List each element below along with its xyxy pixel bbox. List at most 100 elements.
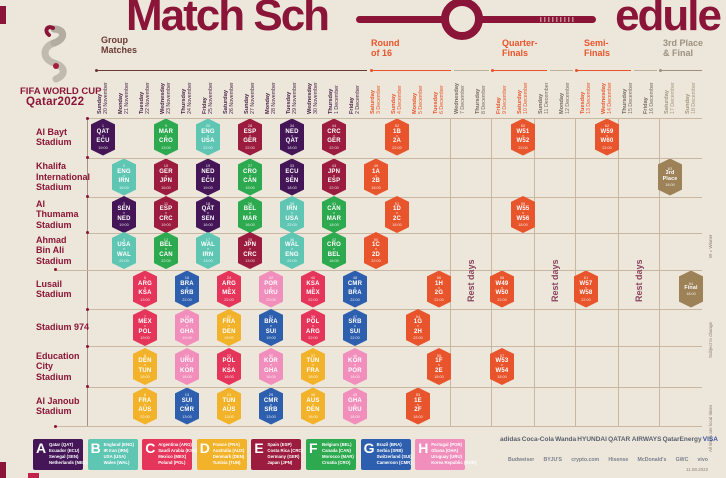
match-badge-45: 45 GHA v URU 18:00: [343, 387, 367, 425]
team-a: URU: [180, 358, 194, 365]
kickoff-time: 18:00: [518, 223, 528, 228]
versus-label: v: [354, 402, 356, 407]
kickoff-time: 18:00: [308, 414, 318, 419]
match-number: 17: [205, 236, 211, 242]
team-a: 1D: [392, 206, 402, 213]
row-separator-1: [87, 157, 702, 159]
versus-label: v: [396, 211, 398, 216]
kickoff-time: 18:00: [329, 223, 339, 228]
match-badge-13: 13 SUI v CMR 13:00: [175, 387, 199, 425]
team-a: BEL: [159, 242, 173, 249]
team-a: W49: [495, 280, 509, 287]
team-a: ECU: [285, 168, 299, 175]
match-number: 8: [143, 392, 147, 398]
team-b: BRA: [348, 290, 362, 297]
match-badge-59: 59 W55 v W56 18:00: [511, 196, 535, 233]
group-teams: England (ENG) IR Iran (IRN) USA (USA) Wa…: [103, 442, 134, 465]
team-a: ESP: [243, 128, 257, 135]
kickoff-time: 22:00: [392, 145, 402, 150]
row-separator-dot-4: [54, 268, 57, 271]
kickoff-time: 19:00: [140, 336, 150, 341]
date-label-4: Thursday 24 November: [181, 82, 193, 114]
match-badge-20: 20 ENG v USA 22:00: [196, 118, 220, 156]
edge-square-bottom-small: [28, 473, 39, 478]
match-label: Place: [662, 175, 678, 182]
match-badge-24: 24 ARG v MEX 22:00: [217, 270, 241, 308]
team-b: KOR: [180, 367, 194, 374]
versus-label: v: [270, 285, 272, 290]
rest-days-label-1: Rest days: [549, 259, 560, 302]
team-b: CRO: [159, 138, 173, 145]
date-label-13: Saturday 3 December: [370, 85, 382, 114]
match-badge-38: 38 AUS v DEN 18:00: [301, 387, 325, 425]
team-a: ENG: [201, 128, 215, 135]
team-b: 2H: [413, 328, 423, 335]
group-teams: Portugal (POR) Ghana (GHA) Uruguay (URU)…: [431, 442, 477, 465]
versus-label: v: [606, 133, 608, 138]
match-badge-12: 12 BEL v CAN 22:00: [154, 232, 178, 269]
team-b: CRC: [159, 215, 173, 222]
team-b: USA: [201, 138, 215, 145]
kickoff-time: 16:00: [161, 185, 171, 190]
phase-header-group: Group Matches: [101, 35, 138, 55]
versus-label: v: [207, 133, 209, 138]
match-badge-52: 52 1B v 2A 22:00: [385, 118, 409, 156]
kickoff-time: 22:00: [434, 297, 444, 302]
team-a: POL: [222, 358, 236, 365]
team-b: 2E: [435, 367, 443, 374]
match-number: 41: [331, 200, 337, 206]
team-a: W57: [579, 280, 593, 287]
page-title-right: edule: [615, 0, 722, 40]
rest-band-1-divider-0: [534, 118, 535, 426]
date-label-3: Wednesday 23 November: [160, 82, 172, 114]
match-number: 13: [184, 392, 190, 398]
match-badge-26: 26 BEL v MAR 16:00: [238, 196, 262, 233]
rest-band-2-divider-0: [618, 118, 619, 426]
match-badge-15: 15 POR v GHA 19:00: [175, 309, 199, 346]
date-label-1: Monday 21 November: [118, 82, 130, 114]
match-badge-10: 10 GER v JPN 16:00: [154, 158, 178, 196]
date-label-21: Sunday 11 December: [538, 82, 550, 114]
kickoff-time: 22:00: [350, 297, 360, 302]
sponsor-logo-coca-cola: Coca-Cola: [521, 436, 554, 443]
team-b: W60: [600, 138, 614, 145]
phase-line-sf: [576, 70, 631, 71]
kickoff-time: 22:00: [140, 414, 150, 419]
match-badge-41: 41 CAN v MAR 18:00: [322, 196, 346, 233]
date-label-0: Sunday 20 November: [97, 82, 109, 114]
kickoff-time: 22:00: [161, 259, 171, 264]
team-b: CAN: [243, 178, 257, 185]
versus-label: v: [249, 247, 251, 252]
team-a: KSA: [306, 280, 320, 287]
title-metro-roundel-icon: [441, 0, 483, 40]
match-number: 19: [205, 163, 211, 169]
match-number: 43: [331, 163, 337, 169]
row-separator-dot-0: [85, 116, 89, 120]
team-a: TUN: [306, 358, 320, 365]
match-number: 35: [289, 200, 295, 206]
team-a: 1A: [371, 168, 381, 175]
team-b: SUI: [265, 328, 277, 335]
team-a: WAL: [201, 242, 215, 249]
team-b: GER: [327, 138, 341, 145]
versus-label: v: [438, 363, 440, 368]
kickoff-time: 22:00: [308, 336, 318, 341]
team-a: KOR: [264, 358, 278, 365]
versus-label: v: [333, 133, 335, 138]
fifa-qatar-2022-emblem-icon: [41, 25, 67, 83]
versus-label: v: [228, 324, 230, 329]
match-number: 5: [143, 275, 147, 281]
date-label-28: Sunday 18 December: [685, 82, 697, 114]
date-label-6: Saturday 26 November: [223, 82, 235, 114]
team-a: POL: [306, 319, 320, 326]
team-a: CRO: [327, 242, 341, 249]
date-label-24: Wednesday 14 December: [601, 82, 613, 114]
date-label-22: Monday 12 December: [559, 82, 571, 114]
stadium-label-6: Education City Stadium: [36, 350, 80, 382]
team-b: ENG: [285, 251, 299, 258]
versus-label: v: [291, 211, 293, 216]
legend-group-E: E Spain (ESP) Costa Rica (CRC) Germany (G…: [251, 439, 303, 470]
stadium-label-3: Ahmad Bin Ali Stadium: [36, 234, 72, 266]
match-number: 7: [143, 313, 147, 319]
versus-label: v: [522, 133, 524, 138]
